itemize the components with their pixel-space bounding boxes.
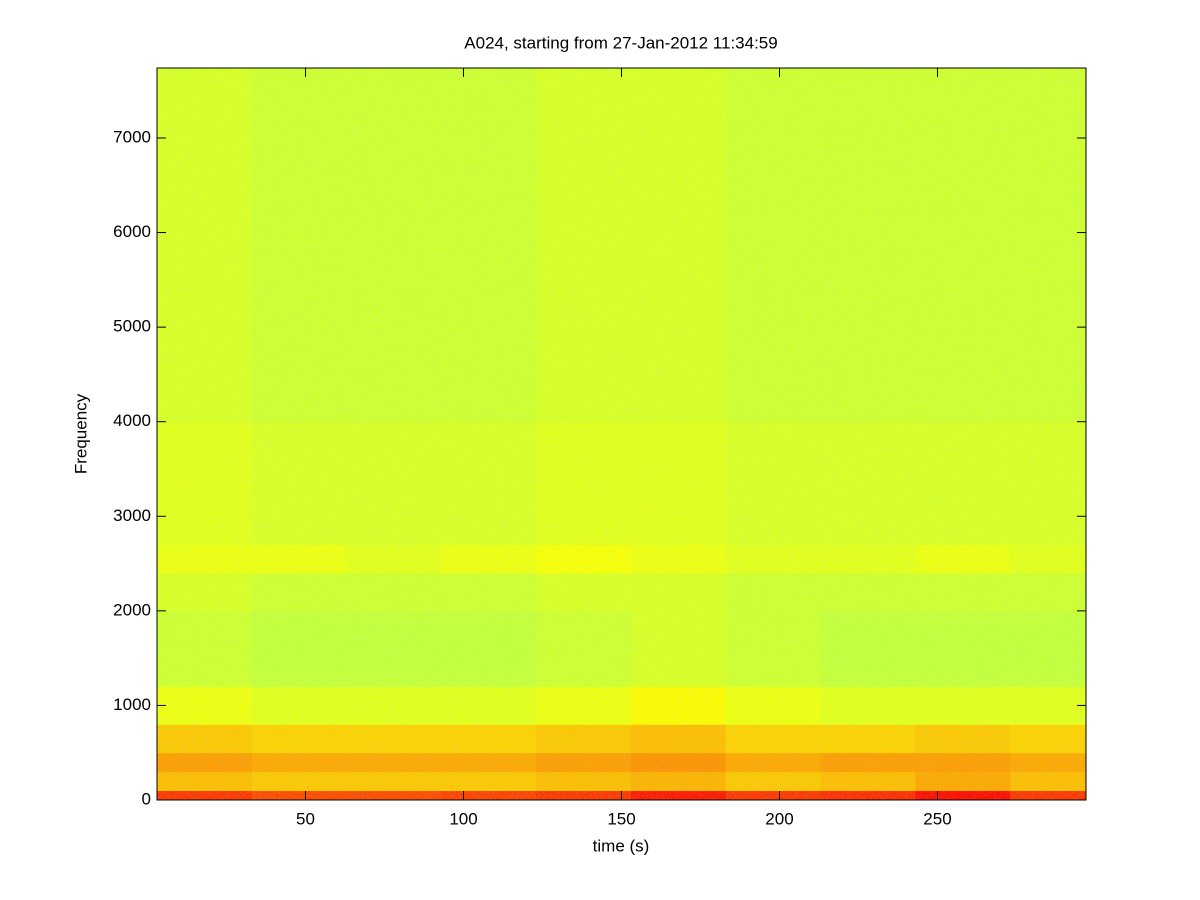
x-tick-label: 150 — [607, 809, 635, 828]
chart-title: A024, starting from 27-Jan-2012 11:34:59 — [464, 33, 777, 52]
x-tick-label: 250 — [923, 809, 951, 828]
x-tick-label: 200 — [765, 809, 793, 828]
x-axis-label: time (s) — [593, 836, 650, 855]
y-tick-label: 0 — [142, 789, 151, 808]
y-axis-label: Frequency — [71, 393, 90, 474]
y-tick-label: 6000 — [113, 222, 151, 241]
x-tick-label: 50 — [296, 809, 315, 828]
noise-texture — [157, 68, 1086, 800]
y-tick-label: 5000 — [113, 317, 151, 336]
y-tick-label: 2000 — [113, 600, 151, 619]
y-tick-label: 4000 — [113, 411, 151, 430]
y-tick-label: 3000 — [113, 506, 151, 525]
y-tick-label: 7000 — [113, 127, 151, 146]
y-tick-label: 1000 — [113, 695, 151, 714]
x-tick-label: 100 — [449, 809, 477, 828]
